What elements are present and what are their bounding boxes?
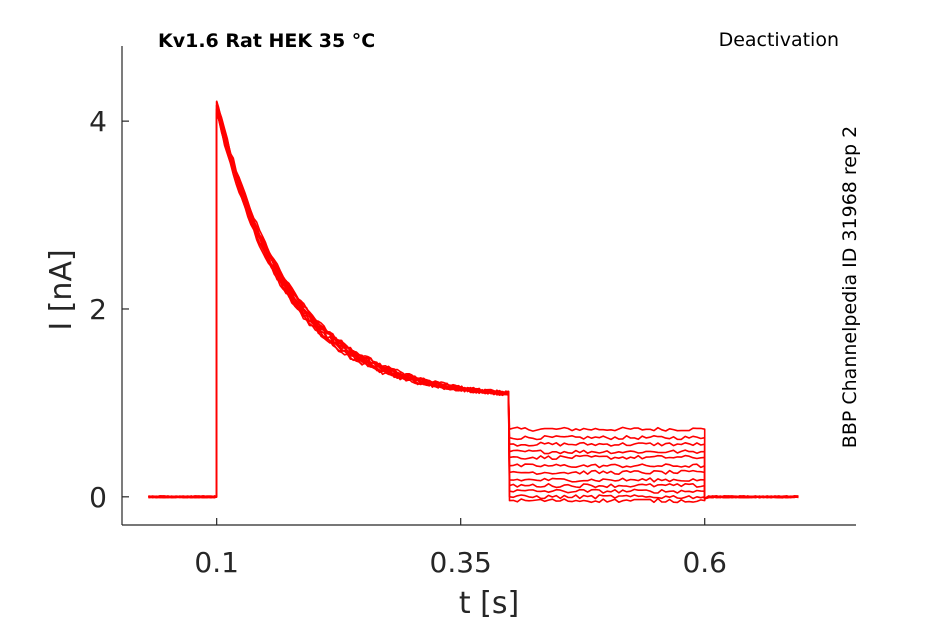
- protocol-label: Deactivation: [719, 29, 839, 51]
- current-trace-9: [148, 111, 799, 500]
- axes: 0.1 0.35 0.6 0 2 4: [89, 46, 856, 579]
- y-tick-label: 2: [89, 293, 107, 326]
- current-trace-3: [148, 104, 799, 500]
- x-axis-label: t [s]: [459, 586, 519, 621]
- y-tick-label: 4: [89, 105, 107, 138]
- y-axis-label: I [nA]: [44, 249, 79, 330]
- current-trace-1: [148, 111, 799, 500]
- chart-title: Kv1.6 Rat HEK 35 °C: [158, 30, 375, 52]
- current-trace-5: [148, 111, 799, 500]
- current-trace-2: [148, 108, 799, 500]
- current-trace-7: [148, 104, 799, 500]
- current-trace-11: [148, 104, 799, 500]
- current-trace-10: [148, 108, 799, 500]
- x-tick-label: 0.35: [430, 546, 492, 579]
- current-trace-6: [148, 108, 799, 500]
- x-tick-label: 0.6: [682, 546, 727, 579]
- y-tick-label: 0: [89, 481, 107, 514]
- current-traces: [148, 100, 799, 504]
- source-label: BBP Channelpedia ID 31968 rep 2: [839, 126, 861, 448]
- x-tick-label: 0.1: [194, 546, 239, 579]
- labels: Kv1.6 Rat HEK 35 °C Deactivation BBP Cha…: [44, 29, 861, 621]
- current-trace-12: [148, 100, 799, 504]
